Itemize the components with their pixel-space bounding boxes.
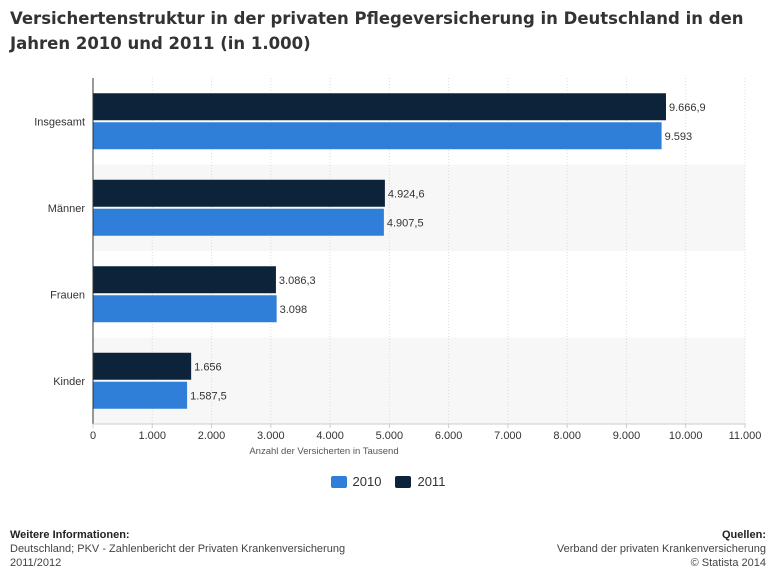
plot-band [93, 337, 745, 424]
data-label: 3.086,3 [279, 275, 316, 287]
data-label: 9.666,9 [669, 102, 706, 114]
data-label: 4.924,6 [388, 188, 425, 200]
footer-sources-heading: Quellen: [721, 529, 766, 541]
x-tick-label: 4.000 [316, 430, 344, 442]
x-tick-label: 5.000 [376, 430, 404, 442]
data-label: 9.593 [665, 131, 693, 143]
bar-2010[interactable] [93, 295, 277, 323]
footer-info-line: Deutschland; PKV - Zahlenbericht der Pri… [10, 543, 346, 555]
data-label: 4.907,5 [387, 217, 424, 229]
x-tick-label: 11.000 [729, 430, 762, 442]
legend-label-2011: 2011 [417, 474, 446, 489]
footer-copyright: © Statista 2014 [690, 557, 766, 569]
footer-source-link[interactable]: Verband der privaten Krankenversicherung [556, 543, 766, 555]
category-label: Kinder [53, 376, 85, 388]
x-tick-label: 9.000 [613, 430, 641, 442]
x-tick-label: 7.000 [494, 430, 522, 442]
footer-sources: Quellen: Verband der privaten Krankenver… [406, 528, 766, 570]
x-tick-label: 1.000 [139, 430, 167, 442]
x-tick-label: 8.000 [553, 430, 581, 442]
bar-2011[interactable] [93, 352, 192, 380]
footer-info-line: 2011/2012 [10, 557, 62, 569]
footer-info-heading: Weitere Informationen: [10, 529, 130, 541]
x-tick-label: 0 [90, 430, 96, 442]
bar-2010[interactable] [93, 122, 662, 150]
legend-label-2010: 2010 [352, 474, 382, 489]
bar-2011[interactable] [93, 179, 385, 207]
legend-swatch-2011 [395, 475, 412, 488]
x-tick-label: 6.000 [435, 430, 463, 442]
bar-2010[interactable] [93, 208, 384, 236]
legend-swatch-2010 [330, 475, 347, 488]
bar-chart: Insgesamt 9.666,9 9.593 Männer 4.924,6 4.907,… [34, 78, 762, 457]
x-tick-label: 3.000 [257, 430, 285, 442]
bar-2011[interactable] [93, 266, 276, 294]
data-label: 3.098 [280, 304, 308, 316]
category-label: Frauen [50, 289, 85, 301]
chart-legend: 2010 2011 [0, 474, 776, 489]
legend-item-2010[interactable]: 2010 [330, 474, 382, 489]
x-tick-label: 2.000 [198, 430, 226, 442]
bar-2010[interactable] [93, 381, 188, 409]
footer-info: Weitere Informationen: Deutschland; PKV … [10, 528, 390, 570]
plot-band [93, 164, 745, 251]
chart-title: Versichertenstruktur in der privaten Pfl… [10, 9, 744, 53]
legend-item-2011[interactable]: 2011 [395, 474, 445, 489]
x-tick-label: 10.000 [669, 430, 703, 442]
data-label: 1.656 [194, 361, 222, 373]
category-label: Männer [48, 203, 86, 215]
bar-2011[interactable] [93, 93, 666, 121]
data-label: 1.587,5 [190, 390, 227, 402]
category-label: Insgesamt [34, 116, 85, 128]
x-axis-title: Anzahl der Versicherten in Tausend [249, 446, 398, 457]
